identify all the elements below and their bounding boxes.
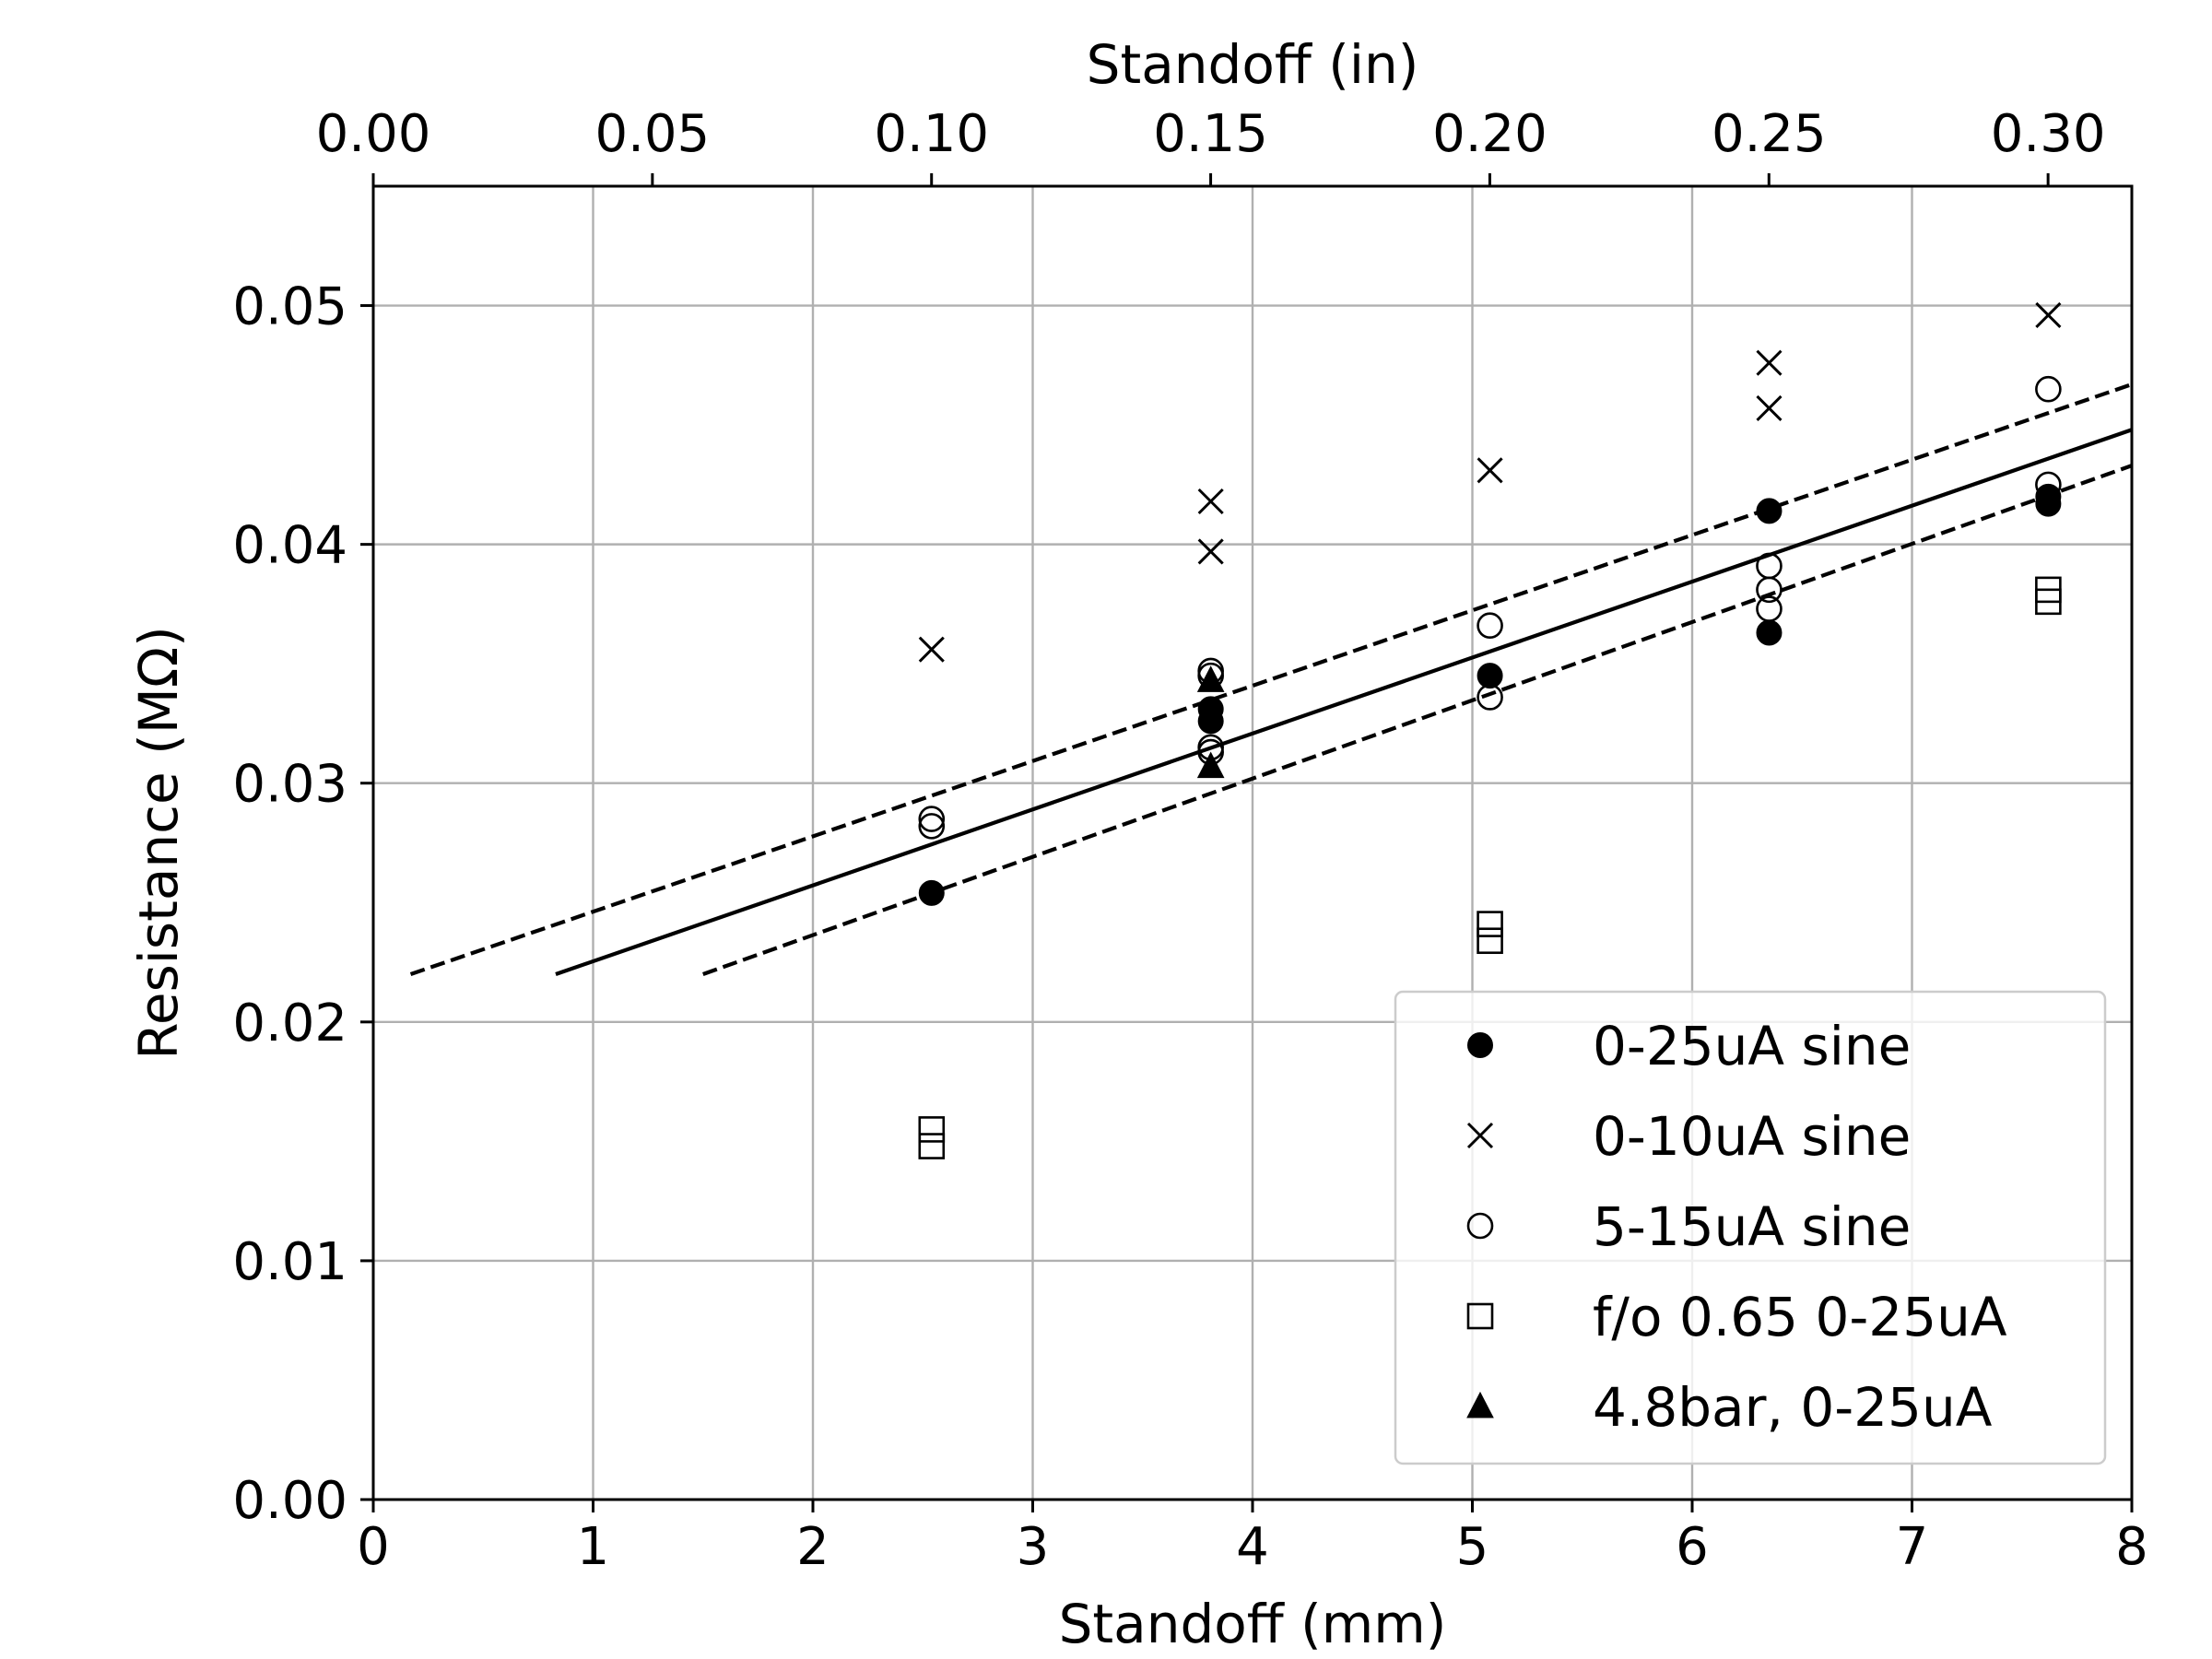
legend-marker-filled-circle — [1467, 1032, 1493, 1058]
y-tick-label: 0.01 — [232, 1232, 347, 1292]
y-tick-label: 0.03 — [232, 755, 347, 815]
fit-line — [555, 428, 2133, 976]
series-x — [918, 301, 2062, 663]
x-tick-label: 3 — [1017, 1517, 1050, 1577]
data-point-filled-circle — [1756, 619, 1783, 646]
data-point-filled-circle — [1477, 663, 1503, 689]
data-point-x — [918, 636, 945, 663]
x-tick-label: 1 — [577, 1517, 610, 1577]
x-tick-label: 2 — [796, 1517, 830, 1577]
y-tick-label: 0.02 — [232, 994, 347, 1053]
x-tick-label: 6 — [1676, 1517, 1709, 1577]
data-point-open-square — [2035, 588, 2062, 616]
data-point-filled-triangle — [1196, 665, 1225, 692]
series-filled-triangle — [1196, 665, 1225, 779]
legend-label: 5-15uA sine — [1593, 1195, 1911, 1258]
x-tick-label: 7 — [1896, 1517, 1929, 1577]
top-x-tick-label: 0.25 — [1712, 104, 1827, 164]
fit-lines — [409, 382, 2133, 976]
y-tick-label: 0.04 — [232, 516, 347, 576]
legend-label: 4.8bar, 0-25uA — [1593, 1376, 1993, 1439]
top-x-tick-label: 0.00 — [316, 104, 431, 164]
data-point-open-circle — [1756, 595, 1783, 622]
data-point-open-circle — [2035, 471, 2062, 499]
data-point-open-circle — [1756, 576, 1783, 604]
data-point-filled-circle — [1756, 498, 1783, 524]
confidence-bound-line — [702, 464, 2133, 976]
data-point-filled-circle — [1197, 696, 1224, 723]
legend-marker-x — [1466, 1122, 1494, 1149]
legend-label: 0-10uA sine — [1593, 1105, 1911, 1168]
data-point-open-square — [918, 1133, 946, 1159]
data-point-open-square — [1477, 927, 1503, 955]
legend-label: 0-25uA sine — [1593, 1015, 1911, 1077]
x-tick-label: 8 — [2115, 1517, 2148, 1577]
data-point-open-circle — [1477, 612, 1503, 640]
top-x-tick-label: 0.30 — [1991, 104, 2106, 164]
top-x-axis-title: Standoff (in) — [1087, 33, 1419, 96]
top-x-tick-label: 0.15 — [1153, 104, 1268, 164]
x-tick-label: 0 — [357, 1517, 390, 1577]
data-point-open-circle — [1477, 684, 1503, 711]
data-point-filled-circle — [918, 879, 945, 906]
x-tick-label: 5 — [1456, 1517, 1489, 1577]
data-point-x — [1197, 538, 1224, 565]
data-point-x — [1197, 488, 1224, 515]
data-point-open-circle — [918, 813, 946, 840]
data-points — [918, 301, 2062, 1159]
top-x-tick-label: 0.20 — [1432, 104, 1547, 164]
data-point-x — [1477, 457, 1503, 484]
legend-box — [1394, 990, 2107, 1465]
data-point-filled-triangle — [1196, 751, 1225, 779]
data-point-open-circle — [2035, 375, 2062, 403]
top-x-tick-label: 0.05 — [595, 104, 711, 164]
legend: 0-25uA sine 0-10uA sine 5-15uA sine f/o 0.6… — [1394, 990, 2107, 1465]
legend-marker-open-square — [1466, 1302, 1494, 1330]
y-tick-label: 0.05 — [232, 277, 347, 337]
y-tick-label: 0.00 — [232, 1471, 347, 1531]
legend-marker-open-circle — [1466, 1212, 1494, 1240]
legend-marker-filled-triangle — [1466, 1391, 1494, 1418]
x-axis-title: Standoff (mm) — [1059, 1593, 1447, 1655]
data-point-x — [1756, 349, 1783, 376]
data-point-x — [1756, 394, 1783, 422]
confidence-bound-line — [409, 382, 2133, 976]
series-open-square — [918, 576, 2062, 1159]
y-axis-title: Resistance (MΩ) — [127, 626, 190, 1060]
x-tick-label: 4 — [1236, 1517, 1269, 1577]
data-point-x — [2035, 301, 2062, 328]
legend-label: f/o 0.65 0-25uA — [1593, 1286, 2007, 1348]
axis-ticks: 0 1 2 3 4 5 6 7 8 0.00 0.01 0.02 0.03 0.04 0.05 0.00 0.0… — [232, 104, 2148, 1577]
data-point-open-square — [918, 1116, 946, 1143]
series-open-circle — [918, 375, 2062, 840]
data-point-open-square — [1477, 911, 1503, 937]
top-x-tick-label: 0.10 — [874, 104, 989, 164]
data-point-open-circle — [918, 806, 946, 832]
